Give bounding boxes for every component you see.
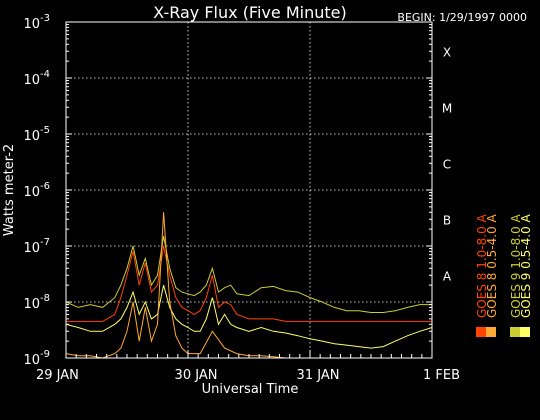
grid (66, 22, 432, 358)
legend-label: GOES 8 0.5-4.0 A (485, 213, 499, 318)
series-line-0 (65, 236, 432, 313)
series-layer (65, 212, 433, 359)
x-axis-label: Universal Time (202, 382, 299, 397)
y-tick-label: 10-5 (23, 125, 50, 144)
series-line-2 (66, 245, 432, 322)
flare-class-label: C (443, 157, 451, 171)
y-axis-ticks: 10-9 10-8 10-7 10-6 10-5 10-4 10-3 (23, 13, 432, 368)
y-tick-label: 10-6 (23, 181, 50, 200)
legend-label: GOES 8 1.0-8.0 A (475, 213, 489, 318)
x-tick-label: 31 JAN (297, 368, 340, 383)
flare-class-label: M (442, 101, 452, 115)
legend-label: GOES 9 1.0-8.0 A (509, 213, 523, 318)
x-tick-label: 29 JAN (36, 368, 79, 383)
y-tick-label: 10-7 (23, 237, 50, 256)
plot-frame (65, 21, 433, 359)
y-tick-label: 10-4 (23, 69, 50, 88)
x-axis-ticks: 29 JAN 30 JAN 31 JAN 1 FEB (36, 350, 460, 383)
y-tick-label: 10-8 (23, 293, 50, 312)
legend-label: GOES 9 0.5-4.0 A (519, 213, 533, 318)
legend-swatch (510, 327, 520, 337)
y-axis-label: Watts meter-2 (2, 144, 17, 236)
legend-swatch (476, 327, 486, 337)
legend-swatch (520, 327, 530, 337)
legend-swatch (486, 327, 496, 337)
flare-class-label: A (443, 269, 452, 283)
flare-class-label: B (443, 213, 451, 227)
x-tick-label: 30 JAN (175, 368, 218, 383)
begin-label: BEGIN: 1/29/1997 0000 (397, 11, 527, 24)
flare-class-label: X (443, 45, 451, 59)
y-tick-label: 10-9 (23, 349, 50, 368)
chart-title: X-Ray Flux (Five Minute) (153, 3, 346, 22)
series-line-1 (65, 284, 433, 349)
x-tick-label: 1 FEB (423, 368, 460, 383)
flare-class-labels: A B C M X (442, 45, 452, 283)
y-tick-label: 10-3 (23, 13, 50, 32)
